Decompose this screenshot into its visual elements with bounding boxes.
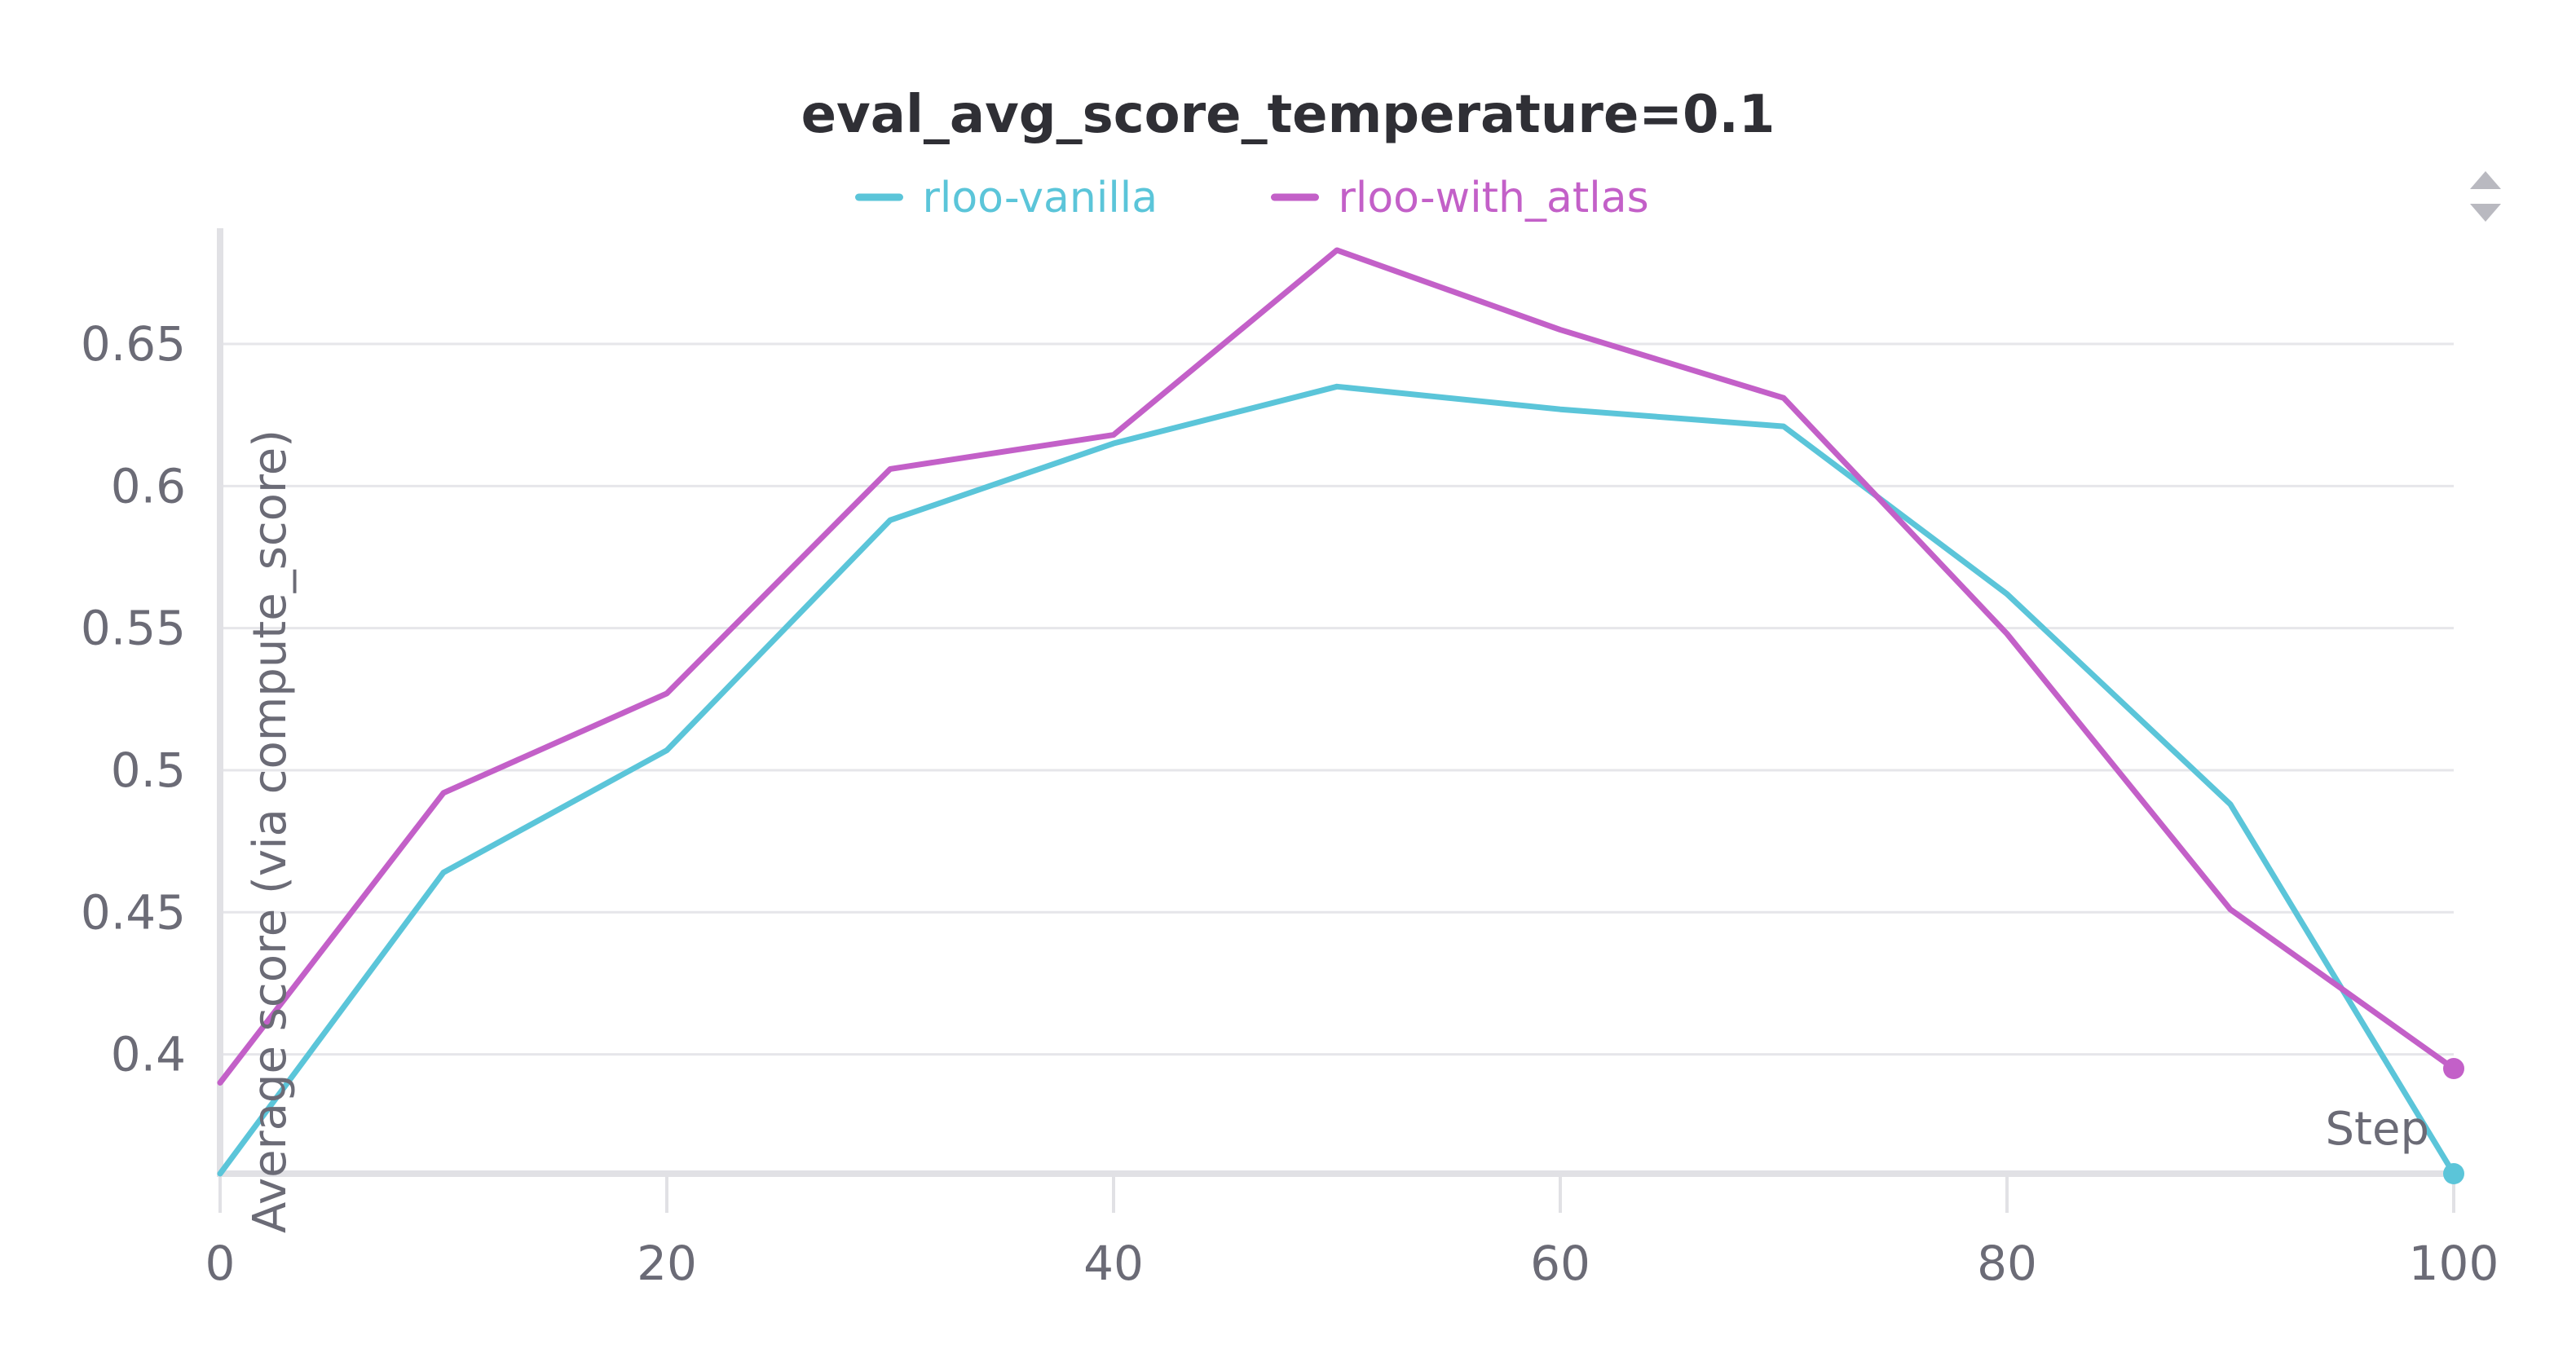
legend-label: rloo-vanilla [923,174,1158,223]
x-tick-label-5: 100 [2409,1236,2499,1291]
series-lines [217,247,2464,1184]
legend: rloo-vanilla rloo-with_atlas [855,174,1649,223]
y-tick-label-4: 0.6 [111,458,186,513]
y-tick-label-0: 0.4 [111,1027,186,1082]
legend-item-rloo-vanilla[interactable]: rloo-vanilla [855,174,1158,223]
x-tick-label-3: 60 [1530,1236,1590,1291]
y-tick-label-3: 0.55 [81,601,186,656]
chart-title: eval_avg_score_temperature=0.1 [801,85,1775,145]
grid-lines [220,342,2454,1056]
series-line-rloo-vanilla [217,383,2457,1177]
sort-down-icon[interactable] [2470,204,2501,222]
x-tick-label-2: 40 [1083,1236,1144,1291]
sort-toggle-button[interactable] [2470,171,2501,222]
legend-item-rloo-with_atlas[interactable]: rloo-with_atlas [1271,174,1649,223]
x-tick-label-0: 0 [205,1236,236,1291]
x-tick-label-1: 20 [637,1236,697,1291]
x-tick-label-4: 80 [1977,1236,2037,1291]
tick-labels: 0.4 0.45 0.5 0.55 0.6 0.65 0 20 40 60 80 100 [81,316,2499,1291]
y-tick-label-1: 0.45 [81,884,186,940]
y-axis-title: Average score (via compute_score) [244,430,297,1233]
axes [217,228,2455,1213]
y-tick-label-5: 0.65 [81,316,186,372]
series-end-point-rloo-with_atlas[interactable] [2443,1058,2464,1080]
sort-up-icon[interactable] [2470,171,2501,189]
series-line-rloo-with_atlas [217,247,2457,1086]
x-axis-title: Step [2325,1103,2429,1156]
series-end-point-rloo-vanilla[interactable] [2443,1163,2464,1184]
legend-label: rloo-with_atlas [1339,174,1649,223]
y-tick-label-2: 0.5 [111,743,186,798]
